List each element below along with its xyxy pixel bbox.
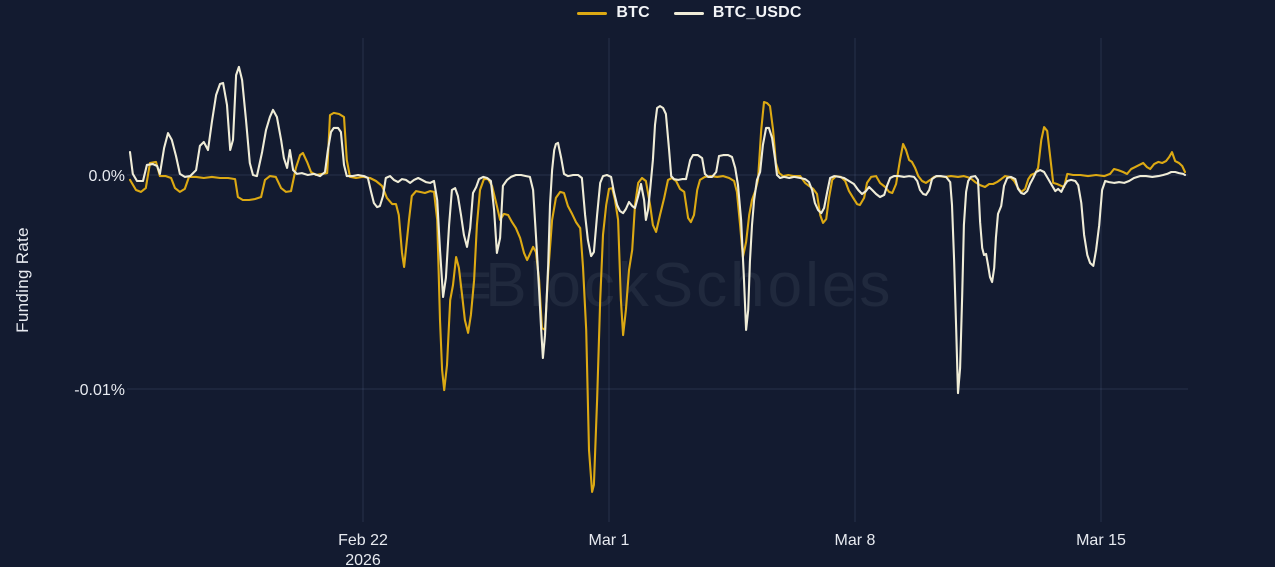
series-line-btc-usdc [128,65,1187,395]
y-tick-label: -0.01% [74,382,125,399]
chart-legend: BTC BTC_USDC [52,4,1275,22]
x-tick-label: Mar 1 [589,532,630,549]
watermark-text: BlockScholes [485,251,894,320]
x-tick-label: Mar 8 [835,532,876,549]
legend-swatch-btc-icon [577,11,608,15]
blockscholes-watermark: ≡BlockScholes [456,250,893,321]
legend-swatch-btc-usdc-icon [673,11,704,15]
y-tick-label: 0.0% [89,168,125,185]
x-tick-sublabel: 2026 [345,552,381,567]
gridlines [127,38,1188,522]
legend-item-btc-usdc[interactable]: BTC_USDC [673,4,802,22]
axis-labels: Funding Rate Feb 22 2026 Mar 1 Mar 8 Mar 15 0… [13,168,1126,567]
legend-item-btc[interactable]: BTC [577,4,650,22]
legend-label-btc: BTC [616,4,650,21]
x-tick-label: Feb 22 [338,532,388,549]
x-tick-label: Mar 15 [1076,532,1126,549]
y-axis-title: Funding Rate [13,227,32,333]
series-line-btc [128,100,1187,493]
series-lines [128,65,1187,493]
legend-label-btc-usdc: BTC_USDC [712,4,802,21]
